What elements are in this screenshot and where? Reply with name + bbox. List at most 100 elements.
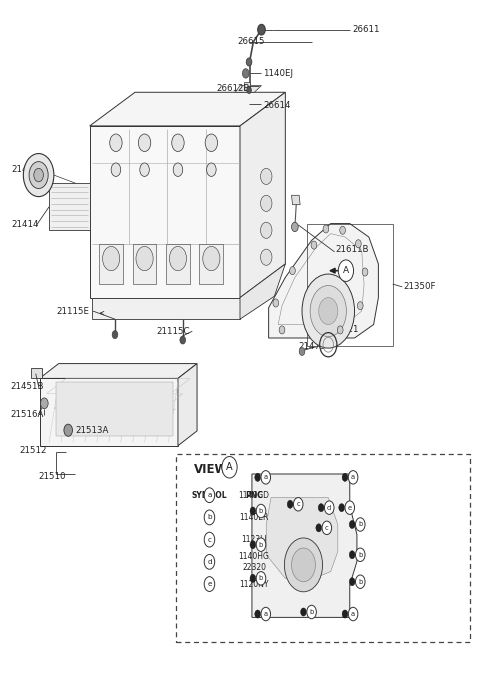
Circle shape [356, 518, 365, 531]
Text: c: c [325, 525, 329, 531]
Text: 26615: 26615 [238, 37, 265, 46]
Circle shape [307, 605, 316, 619]
Text: 21443: 21443 [11, 165, 38, 174]
Text: b: b [259, 508, 263, 514]
Text: 21611B: 21611B [336, 245, 369, 254]
Text: 21516A: 21516A [10, 410, 43, 418]
Polygon shape [90, 126, 240, 297]
Circle shape [140, 163, 149, 176]
Polygon shape [92, 297, 240, 319]
Circle shape [204, 577, 215, 592]
Circle shape [205, 134, 217, 151]
Polygon shape [178, 364, 197, 445]
Circle shape [311, 241, 317, 249]
Circle shape [204, 532, 215, 547]
Text: a: a [351, 611, 355, 617]
Polygon shape [235, 86, 262, 92]
Polygon shape [244, 82, 251, 91]
Circle shape [302, 274, 355, 348]
Circle shape [34, 168, 43, 182]
Text: PNC: PNC [245, 491, 263, 500]
Circle shape [250, 507, 256, 515]
Text: b: b [259, 575, 263, 581]
Text: b: b [358, 579, 362, 585]
Circle shape [111, 163, 120, 176]
Circle shape [222, 456, 237, 478]
Circle shape [204, 488, 215, 502]
Circle shape [299, 347, 305, 356]
Bar [199, 244, 223, 284]
Polygon shape [291, 195, 300, 205]
Circle shape [169, 247, 187, 270]
Circle shape [172, 134, 184, 151]
Text: 26614: 26614 [263, 101, 290, 110]
Text: b: b [358, 552, 362, 558]
Circle shape [256, 504, 266, 518]
Circle shape [300, 608, 306, 616]
Text: 21414: 21414 [11, 220, 38, 229]
Circle shape [310, 285, 347, 337]
Bar [166, 244, 190, 284]
Circle shape [255, 473, 261, 481]
Text: 1140EJ: 1140EJ [263, 69, 293, 78]
Text: e: e [207, 581, 212, 587]
Polygon shape [252, 474, 357, 617]
Circle shape [349, 521, 355, 529]
Polygon shape [90, 92, 285, 126]
Text: 1140GD: 1140GD [239, 491, 270, 500]
Text: d: d [207, 559, 212, 565]
Circle shape [136, 247, 153, 270]
Circle shape [318, 504, 324, 512]
Circle shape [322, 521, 332, 535]
Text: c: c [207, 537, 212, 543]
Circle shape [324, 501, 334, 514]
Circle shape [180, 336, 186, 344]
Circle shape [289, 266, 295, 274]
Text: 21510: 21510 [38, 472, 66, 481]
Polygon shape [266, 498, 338, 579]
Circle shape [284, 538, 323, 592]
Circle shape [291, 548, 315, 582]
Circle shape [206, 163, 216, 176]
Circle shape [112, 331, 118, 339]
Text: 1123LJ: 1123LJ [241, 535, 267, 544]
Circle shape [337, 326, 343, 334]
Text: b: b [358, 521, 362, 527]
Text: 1140ER: 1140ER [240, 513, 269, 522]
Circle shape [29, 162, 48, 189]
Circle shape [40, 398, 48, 409]
Circle shape [242, 69, 249, 78]
Circle shape [256, 572, 266, 585]
Circle shape [349, 551, 355, 559]
Text: 21115C: 21115C [156, 327, 190, 336]
Circle shape [203, 247, 220, 270]
Polygon shape [31, 368, 42, 379]
Circle shape [339, 504, 345, 512]
Text: a: a [264, 611, 268, 617]
Polygon shape [240, 92, 285, 297]
Text: VIEW: VIEW [194, 462, 228, 475]
Circle shape [64, 424, 72, 436]
Circle shape [204, 510, 215, 525]
Circle shape [348, 607, 358, 621]
Bar [99, 244, 123, 284]
Text: 1120NY: 1120NY [240, 579, 269, 589]
Text: 21513A: 21513A [75, 427, 109, 435]
Polygon shape [269, 224, 378, 338]
Circle shape [204, 554, 215, 569]
Text: a: a [207, 492, 212, 498]
Circle shape [261, 195, 272, 212]
Circle shape [293, 498, 303, 511]
Text: 21512: 21512 [20, 446, 47, 455]
Polygon shape [240, 264, 285, 319]
Circle shape [261, 607, 271, 621]
Circle shape [358, 301, 363, 310]
Circle shape [316, 524, 322, 532]
Text: b: b [207, 514, 212, 521]
Circle shape [273, 299, 279, 307]
Text: b: b [310, 609, 314, 615]
Polygon shape [56, 382, 173, 435]
Circle shape [342, 610, 348, 618]
Circle shape [348, 470, 358, 484]
Circle shape [323, 225, 329, 233]
